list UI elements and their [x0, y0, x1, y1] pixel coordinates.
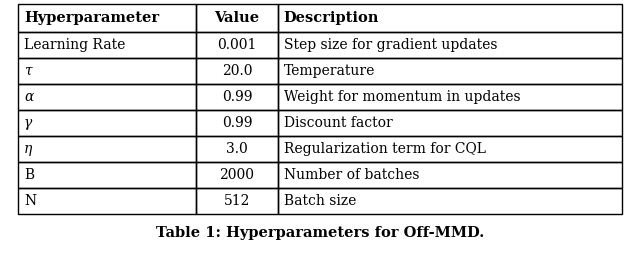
Bar	[278, 110, 622, 136]
Text: 0.99: 0.99	[221, 90, 252, 104]
Text: Hyperparameter: Hyperparameter	[24, 11, 159, 25]
Bar	[278, 162, 622, 188]
Bar	[18, 4, 196, 32]
Text: Batch size: Batch size	[284, 194, 356, 208]
Bar	[196, 84, 278, 110]
Text: Discount factor: Discount factor	[284, 116, 392, 130]
Bar	[278, 32, 622, 58]
Bar	[196, 58, 278, 84]
Bar	[196, 32, 278, 58]
Bar	[196, 188, 278, 214]
Bar	[18, 136, 196, 162]
Text: 3.0: 3.0	[226, 142, 248, 156]
Text: η: η	[24, 142, 33, 156]
Text: Temperature: Temperature	[284, 64, 375, 78]
Text: γ: γ	[24, 116, 32, 130]
Bar	[278, 58, 622, 84]
Text: Number of batches: Number of batches	[284, 168, 419, 182]
Text: Regularization term for CQL: Regularization term for CQL	[284, 142, 486, 156]
Bar	[278, 136, 622, 162]
Text: τ: τ	[24, 64, 31, 78]
Text: Description: Description	[284, 11, 379, 25]
Bar	[18, 110, 196, 136]
Text: Value: Value	[214, 11, 259, 25]
Bar	[18, 162, 196, 188]
Text: Learning Rate: Learning Rate	[24, 38, 125, 52]
Text: 2000: 2000	[220, 168, 255, 182]
Text: Weight for momentum in updates: Weight for momentum in updates	[284, 90, 520, 104]
Bar	[18, 58, 196, 84]
Bar	[18, 32, 196, 58]
Text: 20.0: 20.0	[221, 64, 252, 78]
Text: Table 1: Hyperparameters for Off-MMD.: Table 1: Hyperparameters for Off-MMD.	[156, 226, 484, 240]
Text: 512: 512	[224, 194, 250, 208]
Bar	[18, 84, 196, 110]
Bar	[278, 188, 622, 214]
Text: N: N	[24, 194, 36, 208]
Bar	[278, 84, 622, 110]
Bar	[196, 4, 278, 32]
Bar	[196, 162, 278, 188]
Text: B: B	[24, 168, 34, 182]
Text: 0.001: 0.001	[217, 38, 257, 52]
Bar	[18, 188, 196, 214]
Bar	[196, 136, 278, 162]
Bar	[196, 110, 278, 136]
Text: Step size for gradient updates: Step size for gradient updates	[284, 38, 497, 52]
Text: α: α	[24, 90, 33, 104]
Bar	[278, 4, 622, 32]
Text: 0.99: 0.99	[221, 116, 252, 130]
